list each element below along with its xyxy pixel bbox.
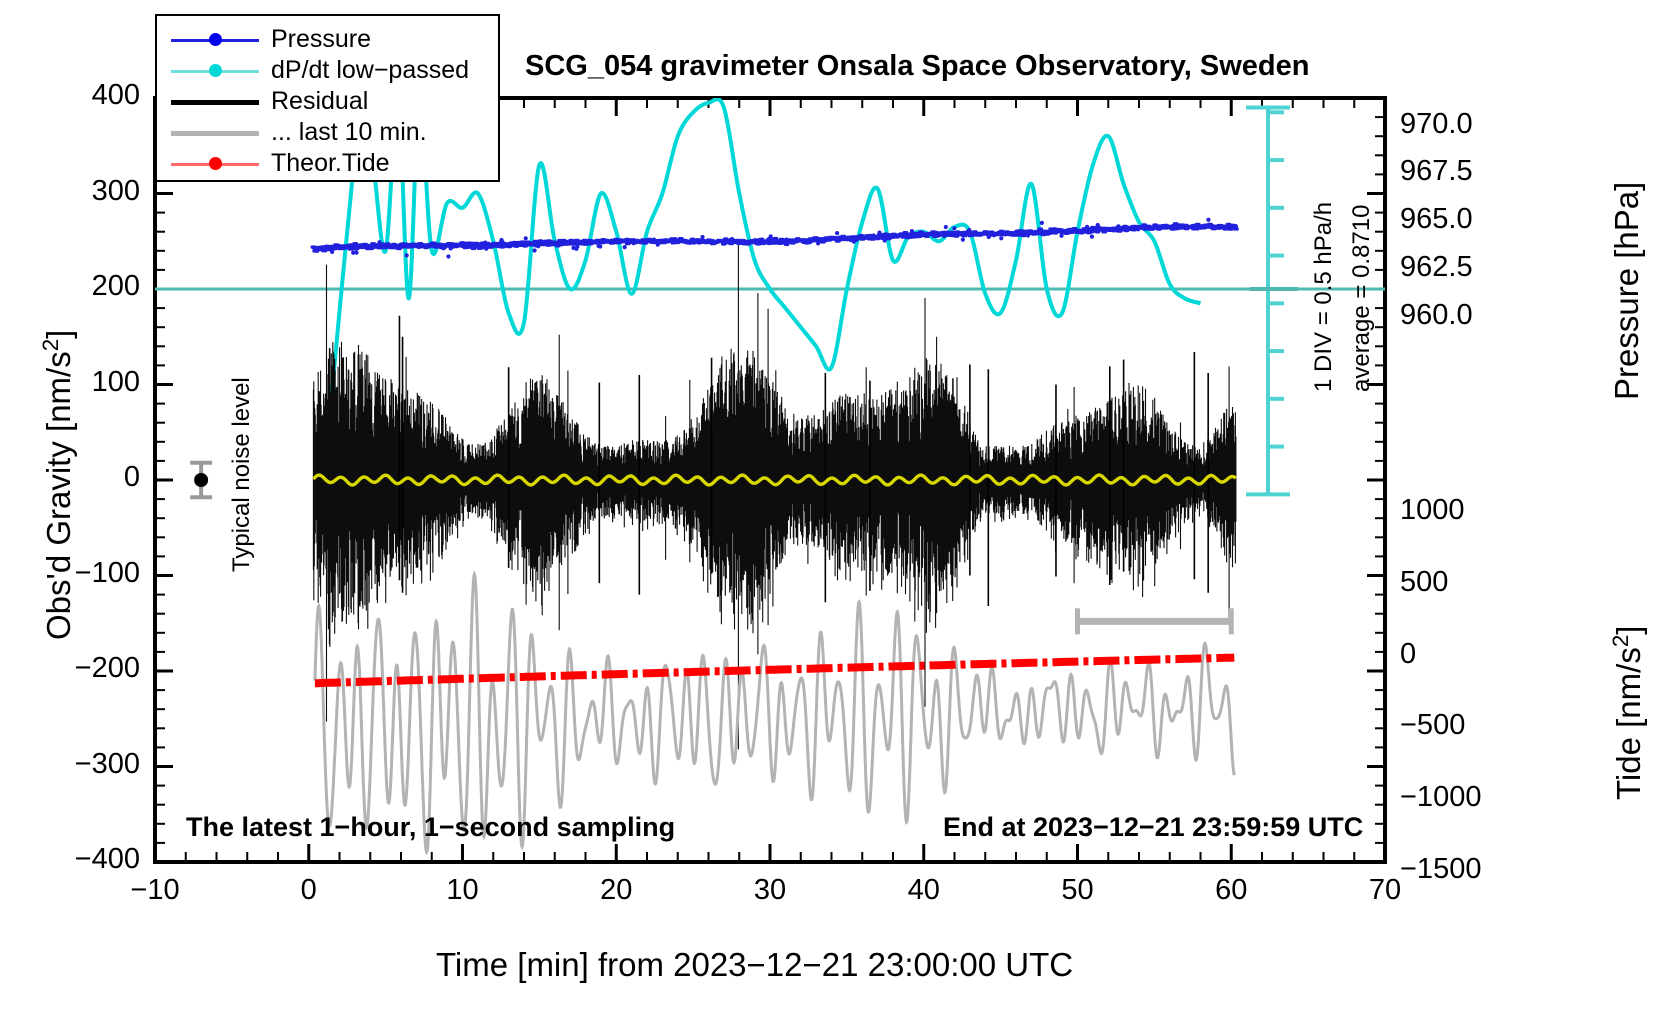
y-right-pressure-tick-4: 960.0 [1400, 298, 1473, 331]
x-tick-8: 70 [1368, 874, 1402, 906]
legend-label-dpdt: dP/dt low−passed [271, 56, 470, 84]
legend-swatch-last10 [171, 123, 259, 143]
x-tick-5: 40 [907, 874, 940, 906]
x-tick-1: 0 [300, 874, 317, 906]
y-right-tide-tick-4: −1000 [1400, 780, 1482, 813]
scale-div-label: 1 DIV = 0.5 hPa/h [1310, 201, 1337, 392]
y-right-tide-tick-1: 500 [1400, 566, 1449, 599]
y-right-tide-axis-title-exp: 2 [1608, 634, 1633, 648]
yellow-zero-trace [312, 473, 1237, 487]
noise-level-label: Typical noise level [228, 377, 255, 572]
legend-item-pressure: Pressure [157, 24, 498, 55]
y-left-tick-7: −300 [74, 747, 140, 780]
legend: Pressure dP/dt low−passed Residual ... l… [155, 14, 500, 182]
y-left-axis-title-text: Obs'd Gravity [nm/s [40, 351, 77, 640]
legend-swatch-residual [171, 92, 259, 112]
y-right-tide-tick-0: 1000 [1400, 494, 1465, 527]
x-tick-2: 10 [446, 874, 479, 906]
legend-swatch-pressure [171, 30, 259, 50]
y-right-tide-axis-title-tail: ] [1610, 625, 1647, 635]
last10min-span-marker [1075, 608, 1234, 635]
y-left-tick-2: 200 [91, 270, 140, 302]
y-left-axis-title: Obs'd Gravity [nm/s2] [38, 330, 78, 640]
y-right-pressure-axis-title: Pressure [hPa] [1608, 181, 1645, 400]
y-left-axis-title-exp: 2 [38, 338, 63, 352]
scale-average-label: average = 0.8710 [1348, 204, 1375, 393]
legend-item-theortide: Theor.Tide [157, 148, 498, 179]
y-right-tide-axis-title: Tide [nm/s2] [1608, 626, 1648, 800]
y-right-pressure-tick-0: 970.0 [1400, 107, 1473, 140]
legend-item-last10: ... last 10 min. [157, 117, 498, 148]
legend-label-last10: ... last 10 min. [271, 118, 427, 146]
dpdt-scale-bar [1246, 105, 1298, 497]
x-tick-7: 60 [1215, 874, 1248, 906]
theoretical-tide-trace [314, 653, 1235, 688]
legend-swatch-dpdt [171, 61, 259, 81]
y-left-tick-6: −200 [74, 652, 140, 684]
y-right-pressure-tick-1: 967.5 [1400, 155, 1473, 188]
y-right-tide-tick-2: 0 [1400, 637, 1417, 670]
pressure-trace [310, 217, 1239, 259]
x-tick-3: 20 [600, 874, 633, 906]
y-right-tide-axis-title-text: Tide [nm/s [1610, 647, 1647, 800]
y-left-tick-4: 0 [123, 461, 140, 493]
typical-noise-errorbar [190, 460, 213, 500]
y-right-tide-tick-5: −1500 [1400, 852, 1482, 885]
footer-left-note: The latest 1−hour, 1−second sampling [186, 812, 676, 842]
x-tick-4: 30 [753, 874, 787, 906]
legend-label-theortide: Theor.Tide [271, 149, 390, 177]
legend-label-residual: Residual [271, 87, 369, 115]
legend-swatch-theortide [171, 154, 259, 174]
y-right-tide-tick-3: −500 [1400, 709, 1466, 742]
x-axis-title: Time [min] from 2023−12−21 23:00:00 UTC [436, 946, 1074, 983]
legend-label-pressure: Pressure [271, 25, 372, 53]
page-title: SCG_054 gravimeter Onsala Space Observat… [525, 50, 1310, 82]
x-tick-6: 50 [1061, 874, 1094, 906]
y-left-axis-title-tail: ] [40, 329, 77, 339]
y-left-tick-0: 400 [91, 79, 140, 111]
x-tick-0: −10 [130, 874, 180, 906]
y-left-tick-3: 100 [91, 365, 140, 398]
legend-item-residual: Residual [157, 86, 498, 117]
legend-item-dpdt: dP/dt low−passed [157, 55, 498, 86]
y-left-tick-1: 300 [91, 174, 140, 207]
footer-right-note: End at 2023−12−21 23:59:59 UTC [943, 812, 1364, 842]
y-right-pressure-tick-3: 962.5 [1400, 250, 1473, 283]
last10min-trace [313, 570, 1236, 856]
y-right-pressure-tick-2: 965.0 [1400, 203, 1473, 236]
y-left-tick-8: −400 [74, 843, 140, 875]
y-left-tick-5: −100 [74, 556, 140, 589]
